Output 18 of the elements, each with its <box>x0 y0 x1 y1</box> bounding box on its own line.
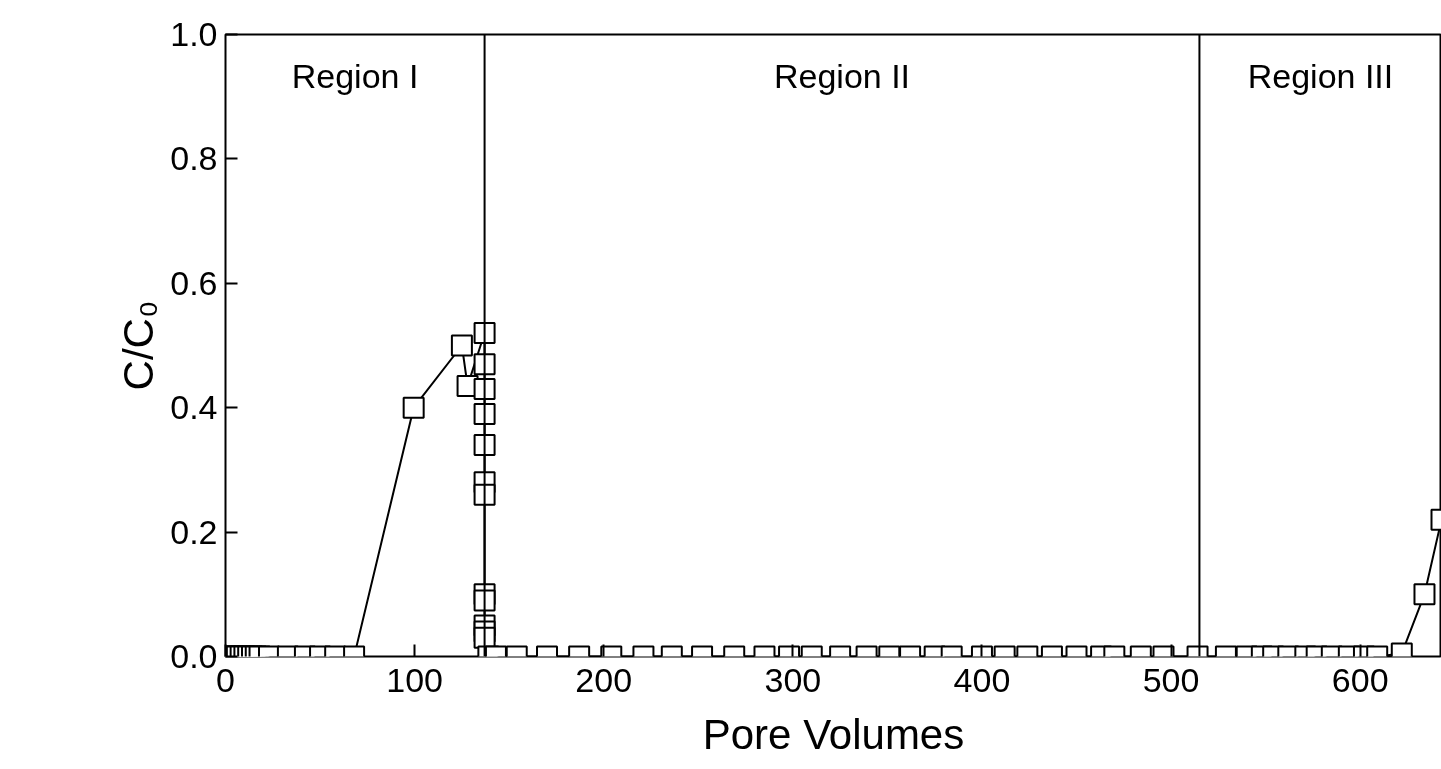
y-tick-label: 0.6 <box>170 263 218 302</box>
annotation: Region III <box>1247 56 1394 95</box>
annotation: Region I <box>291 56 419 95</box>
x-tick-label: 300 <box>764 660 822 699</box>
annotation: Region II <box>773 56 911 95</box>
x-tick-label: 400 <box>953 660 1011 699</box>
x-tick-label: 600 <box>1331 660 1389 699</box>
x-tick-label: 100 <box>386 660 443 699</box>
x-tick-label: 0 <box>216 660 235 699</box>
y-axis-title: C/C₀ <box>115 300 163 391</box>
y-tick-label: 0.4 <box>170 388 218 427</box>
y-tick-label: 0.2 <box>170 512 218 551</box>
x-axis-title: Pore Volumes <box>702 710 965 758</box>
y-tick-label: 1.0 <box>170 15 218 53</box>
y-tick-label: 0.0 <box>170 637 218 675</box>
y-tick-label: 0.8 <box>170 139 218 178</box>
x-tick-label: 500 <box>1142 660 1200 699</box>
x-tick-label: 200 <box>575 660 633 699</box>
